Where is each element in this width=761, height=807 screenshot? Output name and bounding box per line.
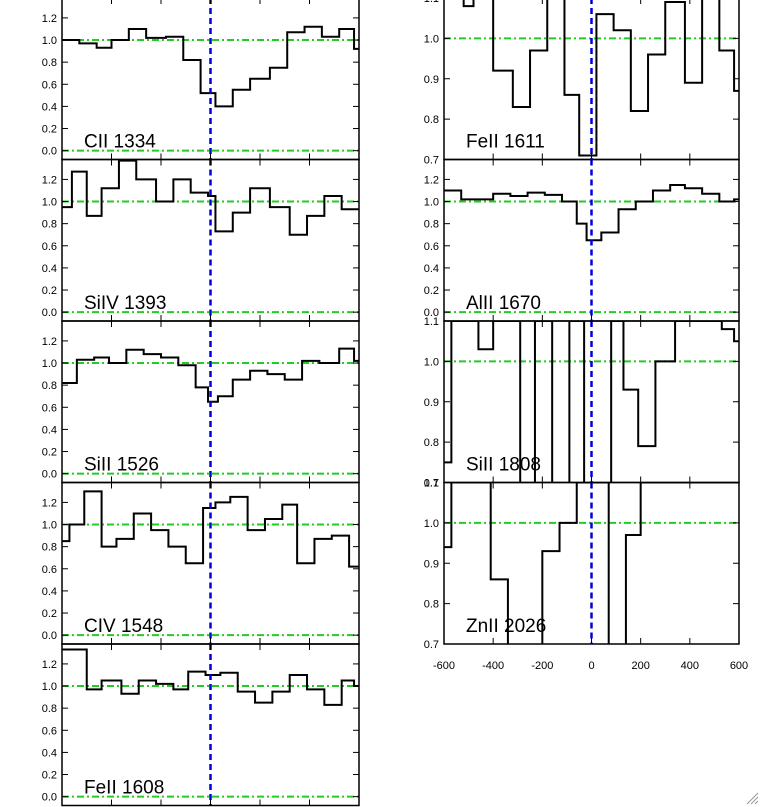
ytick-label-feii-1608-3: 0.6 xyxy=(42,725,57,737)
resize-grip-icon[interactable] xyxy=(745,791,759,805)
ion-label-siii-1808: SiII 1808 xyxy=(466,455,541,476)
panel-siii-1526: 0.0 0.2 0.4 0.6 0.8 1.0 1.2 SiII 1526 xyxy=(42,320,360,484)
xtick-label-right-1: -400 xyxy=(482,660,504,672)
ytick-label-siii-1808-4: 1.1 xyxy=(424,316,439,328)
ion-label-feii-1608: FeII 1608 xyxy=(84,778,164,799)
ytick-label-siii-1808-1: 0.8 xyxy=(424,437,439,449)
panel-siiv-1393: 0.0 0.2 0.4 0.6 0.8 1.0 1.2 SiIV 1393 xyxy=(42,158,360,322)
ytick-label-alii-1670-5: 1.0 xyxy=(424,197,439,209)
ytick-label-alii-1670-0: 0.0 xyxy=(424,307,439,319)
ytick-label-feii-1611-4: 1.1 xyxy=(424,0,439,5)
ytick-label-civ-1548-6: 1.2 xyxy=(42,497,57,509)
ytick-label-znii-2026-2: 0.9 xyxy=(424,558,439,570)
spectrum-feii-1611 xyxy=(462,0,739,157)
ytick-label-znii-2026-0: 0.7 xyxy=(424,639,439,651)
ytick-label-alii-1670-6: 1.2 xyxy=(424,174,439,186)
panel-feii-1611: 0.7 0.8 0.9 1.0 1.1 FeII 1611 xyxy=(424,0,740,167)
ytick-label-feii-1611-0: 0.7 xyxy=(424,155,439,167)
ytick-label-cii-1334-4: 0.8 xyxy=(42,57,57,69)
ytick-label-feii-1608-5: 1.0 xyxy=(42,681,57,693)
ion-label-alii-1670: AlII 1670 xyxy=(466,293,541,314)
ytick-label-cii-1334-5: 1.0 xyxy=(42,35,57,47)
spectrum-alii-1670 xyxy=(444,183,739,242)
spectrum-znii-2026 xyxy=(444,482,739,644)
ytick-label-siii-1526-0: 0.0 xyxy=(42,469,57,481)
xtick-label-right-0: -600 xyxy=(433,660,455,672)
ytick-label-siiv-1393-4: 0.8 xyxy=(42,219,57,231)
ytick-label-znii-2026-3: 1.0 xyxy=(424,518,439,530)
spectrum-feii-1608 xyxy=(62,648,359,706)
ytick-label-feii-1608-4: 0.8 xyxy=(42,703,57,715)
spectrum-siiv-1393 xyxy=(62,159,359,236)
ytick-label-znii-2026-1: 0.8 xyxy=(424,599,439,611)
ytick-label-civ-1548-3: 0.6 xyxy=(42,564,57,576)
panel-cii-1334: 0.0 0.2 0.4 0.6 0.8 1.0 1.2 CII 1334 xyxy=(42,0,360,161)
ytick-label-cii-1334-0: 0.0 xyxy=(42,146,57,158)
ytick-label-civ-1548-2: 0.4 xyxy=(42,586,57,598)
ytick-label-siiv-1393-5: 1.0 xyxy=(42,197,57,209)
ytick-label-feii-1611-2: 0.9 xyxy=(424,74,439,86)
panel-alii-1670: 0.0 0.2 0.4 0.6 0.8 1.0 1.2 AlII 1670 xyxy=(424,158,740,322)
ion-label-siii-1526: SiII 1526 xyxy=(84,455,159,476)
ytick-label-siiv-1393-1: 0.2 xyxy=(42,285,57,297)
ytick-label-siii-1808-2: 0.9 xyxy=(424,397,439,409)
ytick-label-civ-1548-1: 0.2 xyxy=(42,608,57,620)
ytick-label-siii-1526-2: 0.4 xyxy=(42,424,57,436)
ytick-label-alii-1670-1: 0.2 xyxy=(424,285,439,297)
panel-siii-1808: 0.7 0.8 0.9 1.0 1.1 SiII 1808 xyxy=(424,316,740,490)
ytick-label-alii-1670-4: 0.8 xyxy=(424,219,439,231)
ytick-label-siii-1526-3: 0.6 xyxy=(42,402,57,414)
ytick-label-feii-1611-1: 0.8 xyxy=(424,114,439,126)
ytick-label-civ-1548-0: 0.0 xyxy=(42,630,57,642)
ytick-label-siii-1526-5: 1.0 xyxy=(42,358,57,370)
ytick-label-siii-1526-4: 0.8 xyxy=(42,380,57,392)
ytick-label-znii-2026-4: 1.1 xyxy=(424,478,439,490)
ytick-label-cii-1334-3: 0.6 xyxy=(42,79,57,91)
xtick-label-right-4: 200 xyxy=(631,660,649,672)
panel-znii-2026: 0.7 0.8 0.9 1.0 1.1 ZnII 2026 xyxy=(424,478,740,651)
spectrum-siii-1526 xyxy=(62,347,359,403)
ytick-label-siiv-1393-2: 0.4 xyxy=(42,263,57,275)
ytick-label-siii-1526-6: 1.2 xyxy=(42,336,57,348)
ytick-label-siiv-1393-0: 0.0 xyxy=(42,307,57,319)
spectrum-cii-1334 xyxy=(62,25,359,108)
ytick-label-cii-1334-6: 1.2 xyxy=(42,13,57,25)
xtick-label-right-5: 400 xyxy=(681,660,699,672)
ion-label-siiv-1393: SiIV 1393 xyxy=(84,293,166,314)
xtick-label-right-2: -200 xyxy=(531,660,553,672)
panel-civ-1548: 0.0 0.2 0.4 0.6 0.8 1.0 1.2 CIV 1548 xyxy=(42,481,360,645)
ytick-label-siii-1808-0: 0.7 xyxy=(424,478,439,490)
ion-label-feii-1611: FeII 1611 xyxy=(466,132,545,153)
ytick-label-feii-1608-1: 0.2 xyxy=(42,770,57,782)
ion-label-cii-1334: CII 1334 xyxy=(84,132,156,153)
xtick-label-right-6: 600 xyxy=(730,660,748,672)
ytick-label-civ-1548-4: 0.8 xyxy=(42,542,57,554)
ytick-label-siiv-1393-3: 0.6 xyxy=(42,241,57,253)
ytick-label-feii-1608-2: 0.4 xyxy=(42,747,57,759)
ytick-label-civ-1548-5: 1.0 xyxy=(42,520,57,532)
panel-feii-1608: 0.0 0.2 0.4 0.6 0.8 1.0 1.2 FeII 1608 xyxy=(42,643,360,807)
ion-label-civ-1548: CIV 1548 xyxy=(84,616,163,637)
ytick-label-cii-1334-2: 0.4 xyxy=(42,101,57,113)
ytick-label-siii-1808-3: 1.0 xyxy=(424,356,439,368)
ytick-label-feii-1608-0: 0.0 xyxy=(42,792,57,804)
xtick-label-right-3: 0 xyxy=(588,660,594,672)
ytick-label-siii-1526-1: 0.2 xyxy=(42,447,57,459)
ytick-label-cii-1334-1: 0.2 xyxy=(42,124,57,136)
ytick-label-feii-1608-6: 1.2 xyxy=(42,659,57,671)
ion-label-znii-2026: ZnII 2026 xyxy=(466,616,546,637)
ytick-label-alii-1670-3: 0.6 xyxy=(424,241,439,253)
ytick-label-alii-1670-2: 0.4 xyxy=(424,263,439,275)
ytick-label-feii-1611-3: 1.0 xyxy=(424,33,439,45)
spectrum-siii-1808 xyxy=(444,321,739,483)
ytick-label-siiv-1393-6: 1.2 xyxy=(42,174,57,186)
